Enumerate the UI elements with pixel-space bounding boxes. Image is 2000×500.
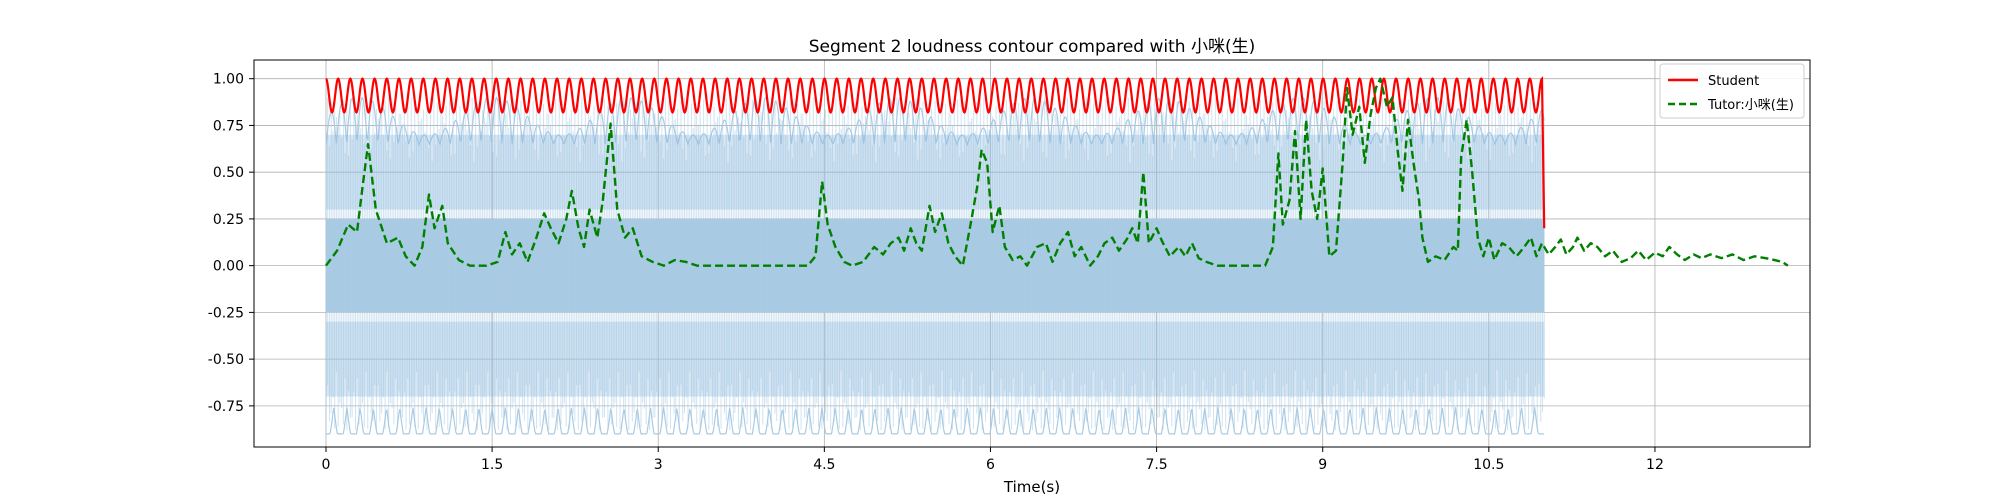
series-tutor-line [325,77,1789,267]
x-tick-label: 9 [1318,457,1327,473]
legend: Student Tutor:小咪(生) [1659,63,1805,119]
x-tick-label: 6 [986,457,995,473]
series-layer [325,76,1789,267]
waveform-lower-band [325,321,1545,397]
y-tick-label: -0.25 [208,305,244,321]
y-tick-label: 0.50 [213,165,244,181]
x-tick-label: 0 [322,457,331,473]
legend-student-label: Student [1708,74,1759,89]
waveform-upper-band [325,134,1545,210]
background-waveform [325,96,1545,435]
x-tick-label: 7.5 [1145,457,1167,473]
y-tick-label: -0.50 [208,352,244,368]
plot-frame [253,59,1811,448]
x-axis-label: Time(s) [1003,478,1060,496]
x-tick-label: 1.5 [481,457,503,473]
y-tick-label: 1.00 [213,72,244,88]
y-tick-label: -0.75 [208,399,244,415]
y-axis-ticks: -0.75 -0.50 -0.25 0.00 0.25 0.50 0.75 1.00 [208,72,254,415]
x-tick-label: 10.5 [1473,457,1504,473]
x-tick-label: 4.5 [813,457,835,473]
series-student-line [325,76,1546,229]
x-tick-label: 12 [1646,457,1664,473]
legend-tutor-label: Tutor:小咪(生) [1707,98,1794,113]
waveform-lower-envelope [326,407,1545,435]
x-tick-label: 3 [654,457,663,473]
x-axis-ticks: 0 1.5 3 4.5 6 7.5 9 10.5 12 [322,447,1664,473]
y-tick-label: 0.00 [213,259,244,275]
y-tick-label: 0.25 [213,212,244,228]
chart-title: Segment 2 loudness contour compared with… [809,37,1255,57]
y-tick-label: 0.75 [213,118,244,134]
